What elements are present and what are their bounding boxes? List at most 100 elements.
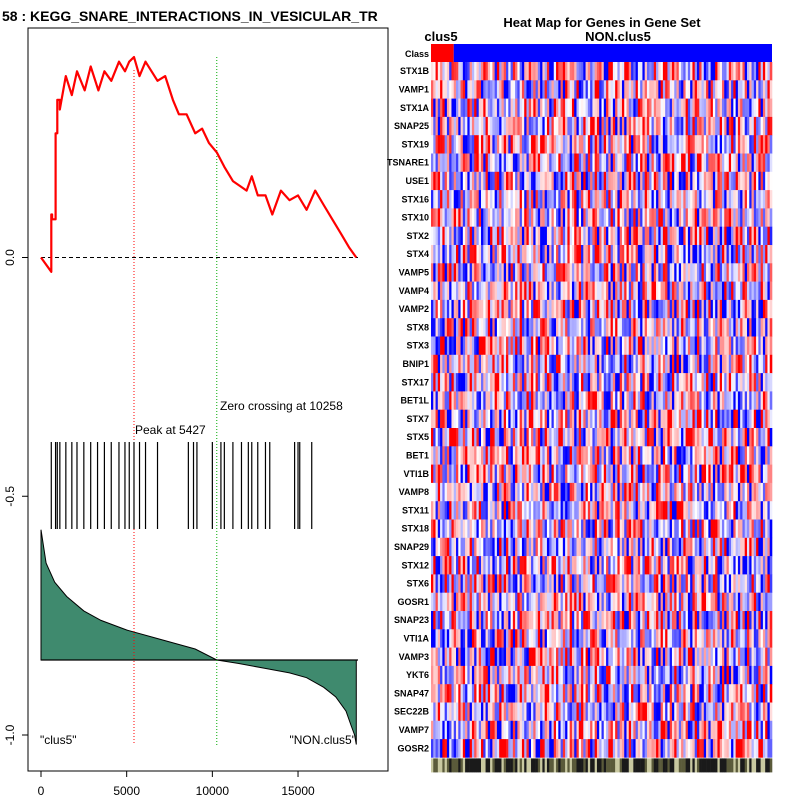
heatmap-cell [706, 629, 709, 648]
heatmap-cell [442, 501, 445, 520]
heatmap-cell [592, 482, 595, 502]
heatmap-cell [762, 354, 766, 374]
heatmap-cell [494, 336, 498, 356]
heatmap-cell [560, 281, 564, 301]
heatmap-cell [506, 80, 509, 99]
heatmap-cell [703, 373, 707, 392]
heatmap-cell [662, 226, 666, 246]
heatmap-cell [701, 80, 705, 99]
heatmap-cell [440, 629, 443, 648]
heatmap-cell [651, 208, 655, 227]
heatmap-cell [542, 428, 545, 447]
heatmap-cell [660, 519, 664, 539]
heatmap-cell [662, 592, 666, 612]
heatmap-cell [756, 245, 759, 264]
heatmap-cell [581, 263, 584, 282]
heatmap-cell [624, 574, 627, 593]
heatmap-cell [733, 464, 736, 484]
heatmap-cell [692, 501, 695, 520]
heatmap-cell [624, 318, 627, 337]
heatmap-cell [710, 537, 714, 557]
heatmap-cell [701, 245, 705, 264]
heatmap-cell [656, 299, 659, 319]
heatmap-cell [635, 208, 639, 227]
heatmap-cell [592, 226, 595, 246]
heatmap-cell [549, 464, 552, 484]
heatmap-cell [742, 482, 746, 502]
heatmap-cell [617, 153, 620, 173]
heatmap-cell [724, 98, 727, 118]
heatmap-cell [651, 336, 655, 356]
heatmap-cell [435, 428, 439, 447]
heatmap-cell [565, 464, 568, 484]
heatmap-cell [628, 519, 632, 539]
heatmap-cell [512, 482, 516, 502]
heatmap-row [431, 464, 773, 484]
heatmap-cell [708, 226, 711, 246]
heatmap-cell [521, 592, 525, 612]
heatmap-cell [635, 373, 639, 392]
heatmap-cell [553, 446, 557, 465]
heatmap-cell [571, 629, 575, 648]
heatmap-cell [562, 373, 566, 392]
heatmap-cell [585, 318, 589, 337]
heatmap-row [431, 336, 773, 356]
heatmap-cell [526, 98, 530, 118]
heatmap-cell [671, 519, 675, 539]
heatmap-cell [444, 464, 448, 484]
heatmap-cell [619, 391, 623, 410]
heatmap-cell [696, 171, 700, 191]
heatmap-cell [549, 153, 552, 173]
heatmap-cell [515, 556, 518, 575]
heatmap-cell [658, 519, 661, 539]
heatmap-cell [558, 98, 561, 118]
heatmap-cell [456, 556, 459, 575]
heatmap-cell [503, 80, 507, 99]
heatmap-cell [444, 263, 448, 282]
heatmap-cell [471, 245, 475, 264]
heatmap-cell [640, 245, 643, 264]
heatmap-cell [440, 592, 443, 612]
heatmap-cell [737, 501, 741, 520]
heatmap-cell [726, 98, 730, 118]
heatmap-cell [740, 171, 743, 191]
heatmap-cell [601, 629, 605, 648]
heatmap-cell [667, 574, 670, 593]
heatmap-cell [490, 629, 493, 648]
heatmap-cell [531, 153, 534, 173]
heatmap-cell [531, 226, 534, 246]
heatmap-cell [431, 409, 434, 429]
heatmap-cell [485, 299, 489, 319]
heatmap-cell [512, 299, 516, 319]
heatmap-cell [456, 482, 459, 502]
enrichment-score-line [40, 55, 358, 273]
heatmap-cell [533, 281, 536, 301]
heatmap-cell [458, 409, 461, 429]
heatmap-cell [746, 171, 750, 191]
heatmap-cell [517, 409, 520, 429]
heatmap-cell [544, 354, 548, 374]
heatmap-cell [569, 482, 573, 502]
heatmap-cell [576, 611, 580, 630]
heatmap-cell [544, 574, 548, 593]
heatmap-cell [574, 537, 577, 557]
heatmap-cell [553, 629, 557, 648]
heatmap-cell [533, 318, 536, 337]
heatmap-cell [524, 537, 527, 557]
heatmap-cell [631, 354, 634, 374]
heatmap-cell [737, 263, 741, 282]
heatmap-cell [687, 299, 691, 319]
heatmap-cell [590, 299, 593, 319]
heatmap-cell [731, 409, 734, 429]
heatmap-cell [583, 281, 586, 301]
heatmap-cell [537, 245, 541, 264]
heatmap-cell [744, 281, 748, 301]
heatmap-cell [503, 208, 507, 227]
heatmap-cell [756, 208, 759, 227]
heatmap-cell [474, 464, 477, 484]
heatmap-cell [637, 391, 641, 410]
heatmap-cell [565, 153, 568, 173]
heatmap-cell [662, 537, 666, 557]
x-tick-label: 0 [38, 784, 45, 798]
heatmap-cell [715, 281, 718, 301]
